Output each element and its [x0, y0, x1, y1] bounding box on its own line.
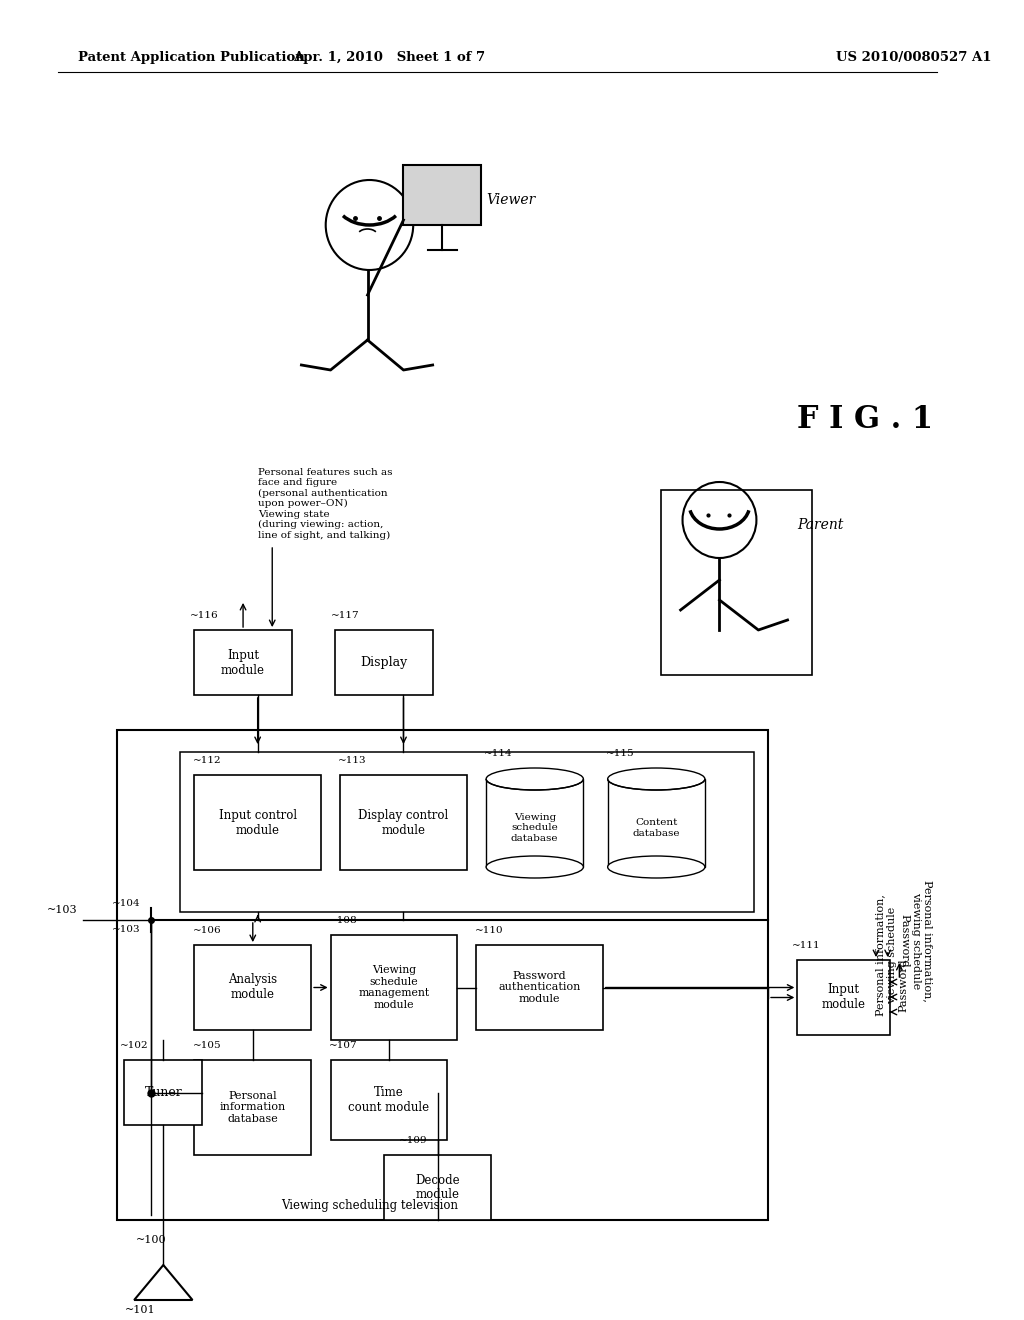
Text: Password
authentication
module: Password authentication module — [499, 972, 581, 1005]
Text: Viewing
schedule
database: Viewing schedule database — [511, 813, 558, 843]
Text: Content
database: Content database — [633, 818, 680, 838]
Text: ~103: ~103 — [47, 906, 78, 915]
Text: ~115: ~115 — [606, 748, 634, 758]
Text: ~106: ~106 — [193, 927, 221, 935]
Text: ~110: ~110 — [474, 927, 503, 935]
Text: ~107: ~107 — [329, 1041, 357, 1049]
Text: Input
module: Input module — [821, 983, 865, 1011]
Text: Password: Password — [898, 958, 908, 1012]
Ellipse shape — [607, 855, 705, 878]
Text: Personal features such as
face and figure
(personal authentication
upon power–ON: Personal features such as face and figur… — [258, 469, 392, 540]
Text: ~102: ~102 — [120, 1041, 148, 1049]
Text: Tuner: Tuner — [144, 1086, 182, 1100]
Text: Parent: Parent — [798, 517, 844, 532]
Ellipse shape — [607, 768, 705, 789]
Text: Decode
module: Decode module — [415, 1173, 460, 1201]
Text: Input
module: Input module — [221, 648, 265, 676]
Text: ~100: ~100 — [136, 1236, 167, 1245]
Text: ~114: ~114 — [484, 748, 513, 758]
Text: ~112: ~112 — [193, 756, 221, 766]
Bar — [195, 775, 321, 870]
Text: ~116: ~116 — [189, 611, 218, 620]
Bar — [476, 945, 603, 1030]
Text: Apr. 1, 2010   Sheet 1 of 7: Apr. 1, 2010 Sheet 1 of 7 — [293, 51, 485, 65]
Text: ~113: ~113 — [338, 756, 367, 766]
Bar — [117, 730, 768, 1220]
Text: ~111: ~111 — [793, 941, 821, 950]
Text: Viewing scheduling television: Viewing scheduling television — [281, 1199, 458, 1212]
Bar — [336, 630, 433, 696]
Text: ~117: ~117 — [331, 611, 359, 620]
Text: Display: Display — [360, 656, 408, 669]
Text: Time
count module: Time count module — [348, 1086, 429, 1114]
Text: ~101: ~101 — [125, 1305, 155, 1315]
Bar — [331, 935, 457, 1040]
Bar — [195, 1060, 311, 1155]
Text: Personal
information
database: Personal information database — [220, 1090, 286, 1125]
Bar — [195, 945, 311, 1030]
Bar — [662, 490, 812, 675]
Text: ~103: ~103 — [112, 925, 140, 935]
Bar — [180, 752, 754, 912]
Bar — [340, 775, 467, 870]
Bar — [195, 630, 292, 696]
Bar — [125, 1060, 202, 1125]
Text: ~109: ~109 — [398, 1137, 427, 1144]
Bar — [331, 1060, 447, 1140]
Text: Display control
module: Display control module — [358, 808, 449, 837]
Text: F I G . 1: F I G . 1 — [798, 404, 933, 436]
Bar — [384, 1155, 490, 1220]
Text: viewing schedule: viewing schedule — [887, 907, 897, 1003]
Text: Patent Application Publication: Patent Application Publication — [78, 51, 304, 65]
Bar — [798, 960, 890, 1035]
Text: Analysis
module: Analysis module — [228, 974, 278, 1002]
Text: US 2010/0080527 A1: US 2010/0080527 A1 — [837, 51, 991, 65]
Text: Input control
module: Input control module — [218, 808, 297, 837]
Text: ~104: ~104 — [113, 899, 141, 908]
Bar — [607, 779, 705, 867]
Ellipse shape — [486, 768, 584, 789]
Text: ~105: ~105 — [193, 1041, 221, 1049]
Ellipse shape — [486, 855, 584, 878]
Text: Viewing
schedule
management
module: Viewing schedule management module — [358, 965, 429, 1010]
Bar — [486, 779, 584, 867]
Text: Viewer: Viewer — [486, 193, 536, 207]
Bar — [403, 165, 481, 224]
Text: Personal information,: Personal information, — [876, 894, 885, 1016]
Text: Personal information,
viewing schedule
Password: Personal information, viewing schedule P… — [899, 880, 933, 1002]
Text: ~108: ~108 — [329, 916, 357, 925]
